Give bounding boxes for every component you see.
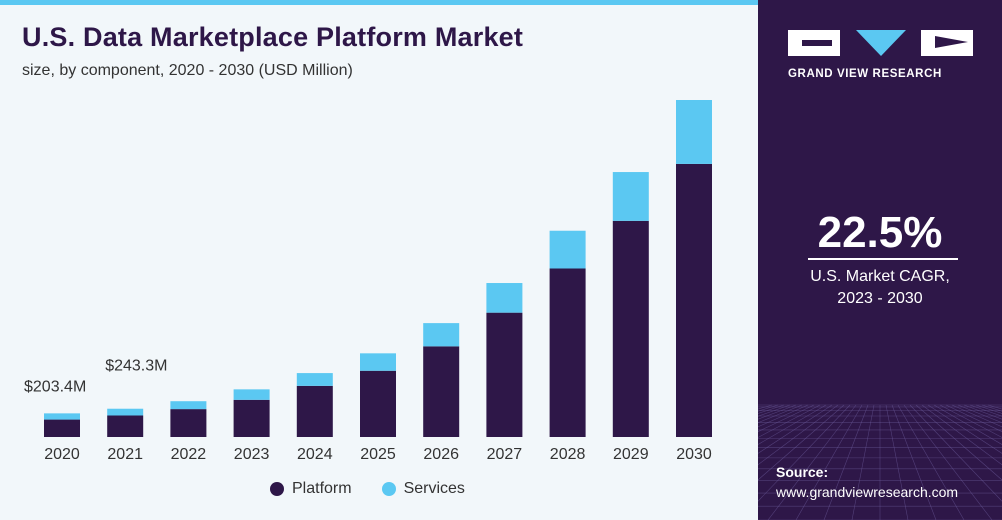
- decorative-grid-pattern: [758, 404, 1002, 520]
- legend-label-platform: Platform: [292, 480, 352, 497]
- x-tick-label: 2023: [234, 446, 270, 463]
- bar-services-2027: [486, 283, 523, 313]
- x-tick-label: 2030: [676, 446, 712, 463]
- bar-services-2020: [44, 413, 80, 420]
- bar-services-2030: [676, 100, 712, 164]
- bar-services-2026: [423, 323, 460, 347]
- bar-platform-2030: [676, 163, 712, 437]
- x-tick-label: 2021: [107, 446, 143, 463]
- bar-services-2023: [233, 389, 270, 400]
- source-url[interactable]: www.grandviewresearch.com: [776, 484, 959, 500]
- x-tick-label: 2029: [613, 446, 649, 463]
- legend-swatch-services: [381, 482, 396, 496]
- x-tick-label: 2020: [44, 446, 80, 463]
- cagr-label-line2: 2023 - 2030: [837, 290, 923, 307]
- bar-services-2029: [612, 172, 649, 221]
- info-sidebar: GRAND VIEW RESEARCH 22.5% U.S. Market CA…: [758, 0, 1002, 520]
- bar-platform-2021: [107, 415, 144, 437]
- bar-platform-2025: [360, 370, 396, 437]
- grand-view-research-logo-icon: [788, 30, 973, 56]
- bar-platform-2026: [423, 346, 460, 437]
- page-title: U.S. Data Marketplace Platform Market: [22, 22, 524, 52]
- source-label: Source:: [776, 464, 829, 480]
- top-accent-strip: [0, 0, 758, 5]
- bar-platform-2023: [233, 399, 270, 437]
- cagr-label: U.S. Market CAGR, 2023 - 2030: [758, 266, 1002, 310]
- bar-services-2022: [170, 401, 207, 410]
- page-subtitle: size, by component, 2020 - 2030 (USD Mil…: [22, 62, 353, 79]
- bar-services-2025: [360, 353, 396, 371]
- chart-legend: Platform Services: [270, 480, 495, 498]
- brand-name: GRAND VIEW RESEARCH: [788, 68, 942, 80]
- legend-item-services: Services: [381, 480, 465, 498]
- chart-area: U.S. Data Marketplace Platform Market si…: [0, 0, 758, 498]
- x-tick-label: 2025: [360, 446, 396, 463]
- data-label-2020: $203.4M: [24, 378, 86, 395]
- x-tick-label: 2024: [297, 446, 333, 463]
- data-label-2021: $243.3M: [105, 358, 167, 375]
- legend-label-services: Services: [403, 480, 465, 497]
- bar-platform-2027: [486, 312, 523, 437]
- bar-platform-2029: [612, 220, 649, 437]
- legend-item-platform: Platform: [270, 480, 352, 498]
- bar-platform-2028: [549, 268, 586, 437]
- cagr-divider: [808, 258, 958, 260]
- bar-services-2028: [549, 230, 586, 269]
- bar-chart: 2020 2021 2022 2023 2024 2025 2026 2027 2028 2029…: [24, 100, 712, 463]
- bar-platform-2020: [44, 419, 80, 437]
- bar-services-2021: [107, 408, 144, 416]
- bar-services-2024: [296, 373, 333, 386]
- x-tick-label: 2028: [550, 446, 586, 463]
- x-tick-label: 2026: [423, 446, 459, 463]
- bar-platform-2022: [170, 409, 207, 437]
- x-tick-label: 2027: [487, 446, 523, 463]
- bar-platform-2024: [296, 385, 333, 437]
- cagr-value: 22.5%: [817, 208, 943, 257]
- cagr-label-line1: U.S. Market CAGR,: [810, 268, 950, 285]
- legend-swatch-platform: [270, 482, 284, 496]
- x-tick-label: 2022: [171, 446, 207, 463]
